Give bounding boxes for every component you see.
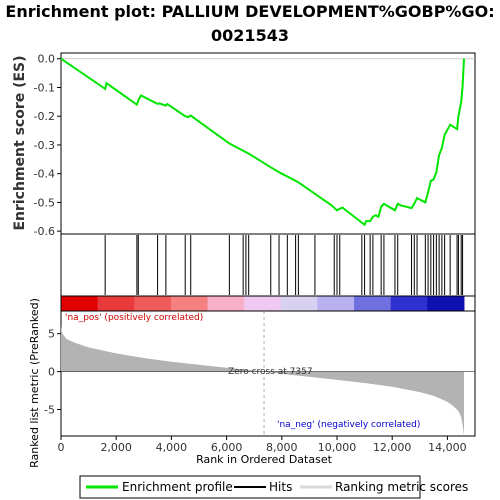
x-tick-label: 8,000 — [266, 441, 298, 454]
x-tick-label: 4,000 — [156, 441, 188, 454]
heatbar-segment — [207, 296, 245, 311]
x-axis-label: Rank in Ordered Dataset — [196, 453, 333, 466]
hit-marks — [104, 235, 464, 295]
zero-cross-label: Zero cross at 7357 — [228, 367, 313, 377]
es-y-tick-label: -0.6 — [34, 225, 55, 238]
ranked-metric-panel: 5 0 -5 'na_pos' (positively correlated) Ze… — [28, 298, 476, 468]
es-y-tick-label: -0.3 — [34, 139, 55, 152]
ranked-y-tick-label: 0 — [48, 366, 55, 379]
heatbar-segment — [317, 296, 355, 311]
x-tick-label: 10,000 — [318, 441, 357, 454]
x-tick-label: 6,000 — [211, 441, 243, 454]
es-panel-frame — [60, 52, 476, 235]
ranked-y-axis-label: Ranked list metric (PreRanked) — [28, 298, 41, 468]
ranked-y-ticks: 5 0 -5 — [44, 328, 61, 416]
pos-correlated-label: 'na_pos' (positively correlated) — [65, 313, 203, 323]
heatbar-segment — [354, 296, 392, 311]
es-panel: 0.0 -0.1 -0.2 -0.3 -0.4 -0.5 -0.6 Enrichment s… — [12, 52, 476, 238]
heatbar-segment — [244, 296, 282, 311]
es-y-tick-label: -0.1 — [34, 81, 55, 94]
heatbar-segment — [61, 296, 99, 311]
heatbar-segment — [134, 296, 172, 311]
x-tick-label: 2,000 — [100, 441, 132, 454]
es-y-ticks: 0.0 -0.1 -0.2 -0.3 -0.4 -0.5 -0.6 — [34, 53, 61, 238]
ranked-y-tick-label: 5 — [48, 328, 55, 341]
legend: Enrichment profile Hits Ranking metric s… — [79, 475, 468, 499]
chart-title-line1: Enrichment plot: PALLIUM DEVELOPMENT%GOB… — [5, 2, 494, 21]
hits-panel — [60, 233, 476, 297]
x-tick-label: 14,000 — [428, 441, 467, 454]
x-tick-label: 12,000 — [373, 441, 412, 454]
neg-correlated-label: 'na_neg' (negatively correlated) — [277, 420, 420, 430]
heatbar-segment — [280, 296, 318, 311]
hits-panel-frame — [60, 233, 476, 297]
x-axis-ticks: 0 2,000 4,000 6,000 8,000 10,000 12,000 14,000 — [58, 436, 467, 454]
legend-enrichment-label: Enrichment profile — [122, 480, 233, 494]
es-y-tick-label: -0.4 — [34, 168, 55, 181]
ranking-heatbar — [60, 295, 476, 312]
es-y-tick-label: 0.0 — [38, 53, 56, 66]
enrichment-profile-line — [60, 57, 465, 227]
ranking-metric-area — [61, 326, 464, 436]
legend-hits-label: Hits — [269, 480, 292, 494]
x-tick-label: 0 — [58, 441, 65, 454]
heatbar-segment — [390, 296, 428, 311]
es-y-axis-label: Enrichment score (ES) — [12, 55, 28, 230]
ranked-y-tick-label: -5 — [44, 403, 55, 416]
es-y-tick-label: -0.2 — [34, 110, 55, 123]
chart-title-line2: 0021543 — [211, 26, 289, 45]
heatbar-segment — [427, 296, 465, 311]
legend-ranking-label: Ranking metric scores — [335, 480, 468, 494]
heatbar-segment — [97, 296, 135, 311]
heatbar-segment — [170, 296, 209, 311]
es-y-tick-label: -0.5 — [34, 196, 55, 209]
